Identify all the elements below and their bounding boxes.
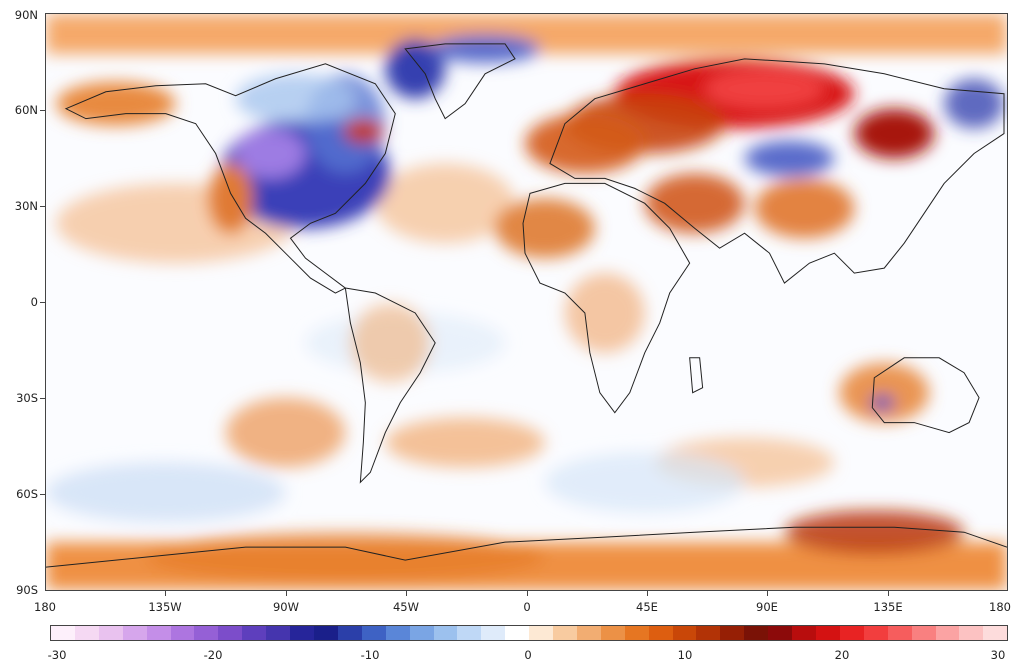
lon-tick <box>406 591 407 596</box>
lon-label-180w: 180 <box>34 600 56 614</box>
colorbar-swatch <box>122 626 147 640</box>
colorbar-swatch <box>242 626 267 640</box>
colorbar-swatch <box>911 626 936 640</box>
lat-label-90s: 90S <box>16 583 38 597</box>
lat-tick <box>40 110 45 111</box>
colorbar-label-neg20: -20 <box>203 648 223 662</box>
lon-label-0: 0 <box>523 600 531 614</box>
lon-label-45w: 45W <box>392 600 420 614</box>
colorbar-label-neg30: -30 <box>47 648 67 662</box>
lon-label-135e: 135E <box>873 600 903 614</box>
colorbar-swatch <box>313 626 338 640</box>
lat-label-90n: 90N <box>14 8 38 22</box>
anomaly-field <box>46 14 1007 590</box>
colorbar-swatch <box>768 626 793 640</box>
colorbar-swatch <box>720 626 745 640</box>
colorbar-swatch <box>576 626 601 640</box>
lon-tick <box>767 591 768 596</box>
colorbar-swatch <box>290 626 314 640</box>
colorbar-swatch <box>816 626 840 640</box>
lon-label-135w: 135W <box>148 600 182 614</box>
lon-label-180e: 180 <box>989 600 1011 614</box>
colorbar-swatch <box>863 626 888 640</box>
colorbar-swatch <box>553 626 577 640</box>
colorbar-swatch <box>146 626 171 640</box>
colorbar-swatch <box>361 626 386 640</box>
colorbar-label-20: 20 <box>834 648 850 662</box>
colorbar-swatch <box>409 626 434 640</box>
coastlines <box>46 43 1007 568</box>
colorbar-swatch <box>98 626 123 640</box>
colorbar-swatch <box>744 626 769 640</box>
colorbar-swatch <box>505 626 530 640</box>
lon-tick <box>647 591 648 596</box>
map-canvas <box>46 14 1007 590</box>
lon-tick <box>527 591 528 596</box>
colorbar-label-10: 10 <box>677 648 693 662</box>
colorbar-swatch <box>266 626 291 640</box>
colorbar-swatch <box>839 626 864 640</box>
colorbar-swatch <box>337 626 362 640</box>
colorbar-swatch <box>648 626 673 640</box>
lat-label-60s: 60S <box>16 487 38 501</box>
colorbar-swatch <box>170 626 195 640</box>
colorbar-swatch <box>600 626 625 640</box>
lat-label-30s: 30S <box>16 391 38 405</box>
colorbar-swatch <box>218 626 243 640</box>
colorbar-label-neg10: -10 <box>360 648 380 662</box>
colorbar-swatch <box>935 626 960 640</box>
lon-label-90e: 90E <box>756 600 778 614</box>
colorbar-swatch <box>624 626 649 640</box>
lat-tick <box>40 302 45 303</box>
lon-tick <box>165 591 166 596</box>
colorbar-swatch <box>672 626 697 640</box>
lon-tick <box>286 591 287 596</box>
colorbar-label-30: 30 <box>990 648 1006 662</box>
colorbar-swatch <box>696 626 721 640</box>
colorbar-swatch <box>959 626 984 640</box>
colorbar-label-0: 0 <box>524 648 532 662</box>
lon-label-45e: 45E <box>636 600 658 614</box>
lat-tick <box>40 398 45 399</box>
colorbar-swatch <box>529 626 554 640</box>
colorbar-swatch <box>457 626 482 640</box>
colorbar-swatch <box>792 626 816 640</box>
lat-tick <box>40 206 45 207</box>
colorbar-swatch <box>74 626 99 640</box>
colorbar-swatch <box>433 626 458 640</box>
colorbar <box>50 625 1008 641</box>
lon-label-90w: 90W <box>272 600 300 614</box>
lon-tick <box>888 591 889 596</box>
colorbar-swatch <box>887 626 912 640</box>
colorbar-swatch <box>983 626 1008 640</box>
colorbar-swatch <box>194 626 219 640</box>
lat-label-60n: 60N <box>14 103 38 117</box>
lat-tick <box>40 494 45 495</box>
lat-label-0: 0 <box>30 295 38 309</box>
colorbar-swatch <box>385 626 410 640</box>
temperature-anomaly-map <box>45 13 1008 591</box>
colorbar-swatch <box>481 626 506 640</box>
lat-label-30n: 30N <box>14 199 38 213</box>
colorbar-swatch <box>51 626 75 640</box>
